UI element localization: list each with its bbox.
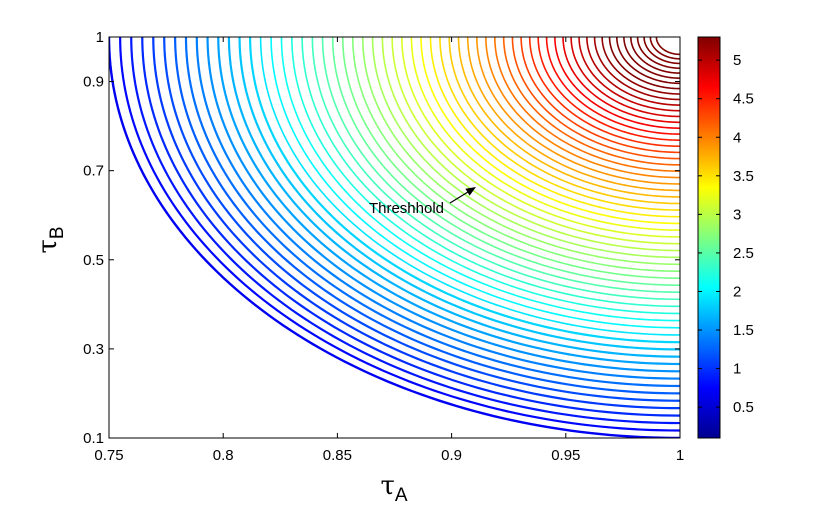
- contour-line: [586, 37, 680, 106]
- contour-line: [494, 37, 680, 172]
- x-tick-label: 1: [676, 447, 684, 464]
- contour-line: [141, 37, 680, 417]
- contour-line: [570, 37, 680, 118]
- colorbar-tick-label: 4: [733, 129, 741, 146]
- contour-line: [502, 37, 680, 166]
- contour-line: [259, 37, 680, 336]
- y-tick-label: 0.1: [83, 430, 104, 447]
- colorbar-tick-label: 4.5: [733, 91, 754, 108]
- y-tick-label: 0.5: [83, 252, 104, 269]
- colorbar-tick-label: 2: [733, 283, 741, 300]
- contour-line: [227, 37, 680, 358]
- contour-line: [248, 37, 680, 344]
- y-axis-ticks: 0.1 0.3 0.5 0.7 0.9 1: [83, 29, 680, 447]
- threshold-arrow: [449, 190, 471, 204]
- contour-line: [616, 37, 680, 85]
- contour-line: [341, 37, 680, 279]
- y-tick-label: 0.7: [83, 163, 104, 180]
- colorbar-ticks: 0.5 1 1.5 2 2.5 3 3.5 4 4.5 5: [698, 52, 754, 416]
- colorbar-tick-label: 1: [733, 361, 741, 378]
- colorbar-tick-label: 5: [733, 52, 741, 69]
- contour-line: [381, 37, 680, 252]
- plot-frame: [108, 36, 681, 439]
- contour-line: [511, 37, 680, 160]
- threshold-arrow-head: [465, 187, 476, 196]
- contour-line: [545, 37, 680, 135]
- contour-lines: [109, 37, 680, 438]
- contour-line: [466, 37, 680, 192]
- contour-line: [520, 37, 680, 154]
- contour-line: [429, 37, 680, 218]
- contour-line: [476, 37, 680, 185]
- y-tick-label: 0.9: [83, 74, 104, 91]
- contour-line: [184, 37, 680, 388]
- contour-line: [217, 37, 680, 366]
- y-axis-label: τB: [33, 226, 68, 253]
- contour-line: [448, 37, 680, 205]
- contour-line: [174, 37, 680, 395]
- y-tick-label: 0.3: [83, 341, 104, 358]
- colorbar: [697, 36, 721, 439]
- contour-line: [410, 37, 680, 231]
- contour-line: [152, 37, 680, 410]
- contour-line: [439, 37, 680, 211]
- colorbar-tick-label: 1.5: [733, 322, 754, 339]
- contour-line: [649, 37, 680, 60]
- contour-line: [238, 37, 680, 351]
- contour-line: [280, 37, 680, 322]
- contour-line: [371, 37, 680, 259]
- colorbar-tick-label: 0.5: [733, 399, 754, 416]
- contour-line: [485, 37, 680, 179]
- contour-line: [537, 37, 680, 141]
- contour-line: [130, 37, 680, 425]
- x-tick-label: 0.8: [213, 447, 234, 464]
- x-axis-ticks: 0.75 0.8 0.85 0.9 0.95 1: [94, 37, 684, 464]
- contour-line: [195, 37, 680, 380]
- contour-line: [554, 37, 680, 129]
- x-tick-label: 0.85: [323, 447, 352, 464]
- contour-line: [351, 37, 680, 273]
- y-tick-label: 1: [96, 29, 104, 46]
- contour-line: [301, 37, 680, 308]
- x-axis-label: τA: [380, 471, 407, 506]
- x-tick-label: 0.95: [551, 447, 580, 464]
- contour-line: [643, 37, 680, 65]
- contour-line: [163, 37, 680, 402]
- colorbar-tick-label: 3: [733, 206, 741, 223]
- contour-line: [601, 37, 680, 95]
- contour-line: [608, 37, 680, 90]
- contour-line: [321, 37, 680, 294]
- x-tick-label: 0.75: [94, 447, 123, 464]
- x-tick-label: 0.9: [441, 447, 462, 464]
- contour-line: [593, 37, 680, 101]
- contour-line: [623, 37, 680, 79]
- contour-line: [401, 37, 680, 238]
- contour-line: [270, 37, 680, 329]
- contour-line: [630, 37, 680, 74]
- contour-line: [578, 37, 680, 112]
- contour-line: [331, 37, 680, 286]
- contour-line: [528, 37, 680, 148]
- contour-line: [291, 37, 680, 315]
- colorbar-tick-label: 2.5: [733, 245, 754, 262]
- contour-line: [636, 37, 680, 69]
- contour-line: [655, 37, 680, 56]
- contour-line: [562, 37, 680, 124]
- contour-line: [420, 37, 680, 225]
- threshold-annotation: Threshhold: [369, 200, 444, 217]
- contour-line: [391, 37, 680, 245]
- colorbar-tick-label: 3.5: [733, 168, 754, 185]
- contour-line: [206, 37, 680, 373]
- contour-line: [109, 37, 680, 438]
- contour-line: [361, 37, 680, 266]
- contour-line: [119, 37, 680, 432]
- contour-line: [311, 37, 680, 301]
- contour-line: [457, 37, 680, 198]
